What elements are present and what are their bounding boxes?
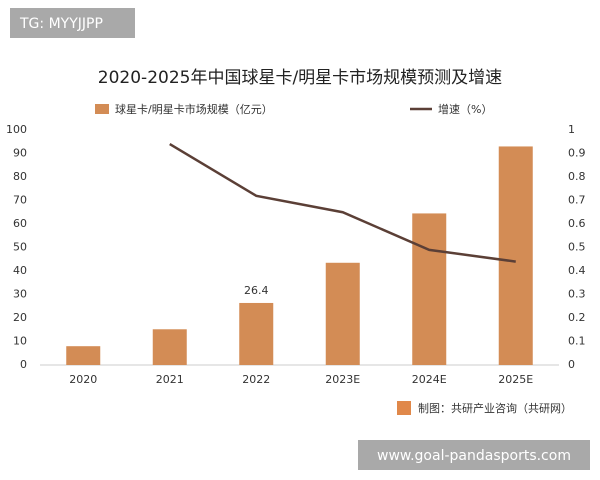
footer: www.goal-pandasports.com [377,448,571,464]
y2-tick-label: 0.4 [568,264,586,277]
y-tick-label: 60 [13,217,27,230]
line [169,143,516,263]
bar [66,346,101,365]
legend-label: 球星卡/明星卡市场规模（亿元） [115,102,273,116]
y-tick-label: 50 [13,241,27,254]
x-tick-label: 2020 [69,373,97,386]
y2-tick-label: 0.7 [568,194,586,207]
y2-tick-label: 0.9 [568,147,586,160]
y-tick-label: 30 [13,288,27,301]
bar [498,146,533,365]
x-tick-label: 2023E [325,373,360,386]
chart-title: 2020-2025年中国球星卡/明星卡市场规模预测及增速 [98,68,502,88]
y2-tick-label: 0.3 [568,288,586,301]
y2-tick-label: 0.1 [568,335,586,348]
y-tick-label: 100 [6,123,27,136]
y-tick-label: 80 [13,170,27,183]
tag-box [10,8,135,38]
legend-label: 增速（%） [438,102,492,116]
bar [239,302,274,365]
bar [152,329,187,365]
y-tick-label: 90 [13,147,27,160]
source: 制图：共研产业咨询（共研网） [418,401,572,415]
tag: TG: MYYJJPP [19,16,103,32]
y2-tick-label: 0.8 [568,170,586,183]
x-tick-label: 2025E [498,373,533,386]
footer-box [358,440,590,470]
y2-tick-label: 0 [568,358,575,371]
y2-tick-label: 0.6 [568,217,586,230]
y2-tick-label: 1 [568,123,575,136]
bar [325,262,360,365]
y-tick-label: 70 [13,194,27,207]
y-tick-label: 0 [20,358,27,371]
x-tick-label: 2021 [156,373,184,386]
y2-tick-label: 0.5 [568,241,586,254]
y-tick-label: 10 [13,335,27,348]
x-tick-label: 2022 [242,373,270,386]
y2-tick-label: 0.2 [568,311,586,324]
source-icon [397,401,411,415]
value-label: 26.4 [244,284,269,297]
legend-swatch [95,104,109,114]
y-tick-label: 40 [13,264,27,277]
y-tick-label: 20 [13,311,27,324]
bar [412,213,447,365]
x-tick-label: 2024E [412,373,447,386]
